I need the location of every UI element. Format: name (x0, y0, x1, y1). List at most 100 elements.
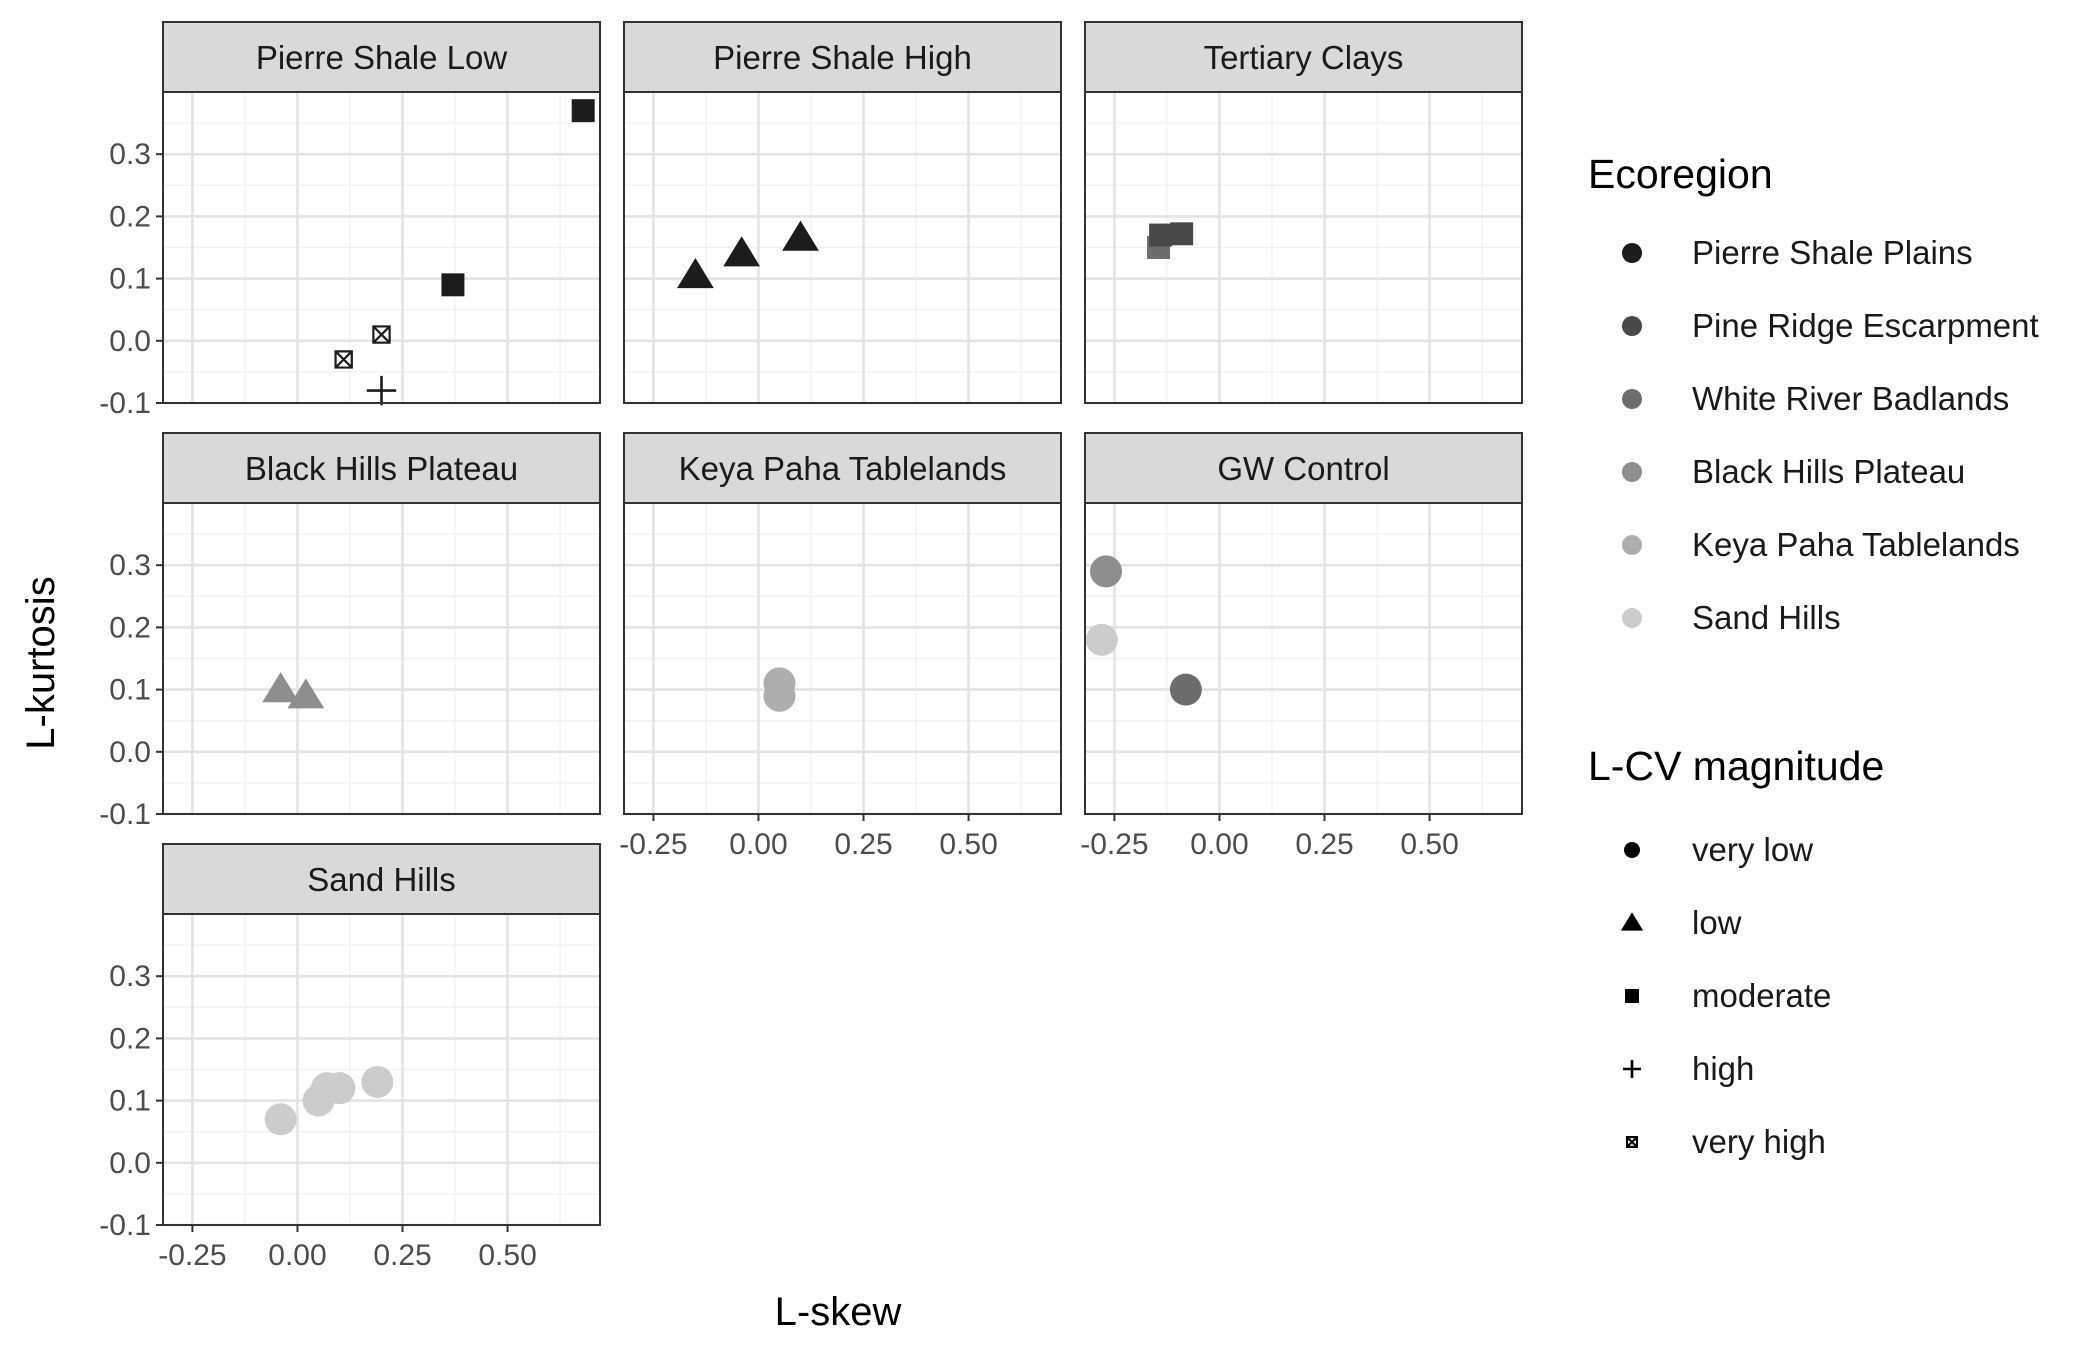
data-point-square (1170, 222, 1194, 246)
panel-border (1084, 502, 1523, 815)
facet-panel: Tertiary Clays (1084, 21, 1523, 405)
x-tick-label: -0.25 (158, 1239, 226, 1272)
y-tick-label: 0.3 (109, 960, 151, 993)
legend-key-ecoregion (1622, 389, 1642, 409)
facet-panel: Pierre Shale High (623, 21, 1062, 405)
ecoregion-legend-title: Ecoregion (1588, 151, 1773, 197)
lcv-legend-title: L-CV magnitude (1588, 743, 1884, 789)
facet-strip (623, 21, 1062, 93)
x-tick-label: 0.00 (268, 1239, 326, 1272)
data-point-triangle (677, 257, 714, 289)
legend-key-shape (1624, 842, 1640, 858)
facet-panel: Pierre Shale Low -0.1 0.0 0.1 0.2 0.3 (99, 21, 601, 420)
facet-panel: GW Control -0.25 0.00 0.25 0.50 (1080, 432, 1523, 861)
legend-label-ecoregion: Black Hills Plateau (1692, 453, 1965, 490)
legend-key-ecoregion (1622, 462, 1642, 482)
x-tick-label: 0.25 (1295, 828, 1353, 861)
y-tick-label: 0.3 (109, 138, 151, 171)
facet-strip-title: Black Hills Plateau (245, 450, 518, 487)
facet-strip-title: Sand Hills (307, 861, 456, 898)
y-axis-title: L-kurtosis (19, 576, 63, 749)
y-tick-label: -0.1 (99, 387, 151, 420)
legend-key-shape (1623, 1060, 1641, 1078)
legend-label-ecoregion: Pine Ridge Escarpment (1692, 307, 2039, 344)
legend-label-shape: very high (1692, 1123, 1826, 1160)
data-point-square (1149, 223, 1173, 247)
data-point-triangle (287, 678, 325, 709)
data-point-triangle (782, 220, 819, 251)
facet-strip (1084, 21, 1523, 93)
y-tick-label: 0.2 (109, 611, 151, 644)
legend-label-shape: moderate (1692, 977, 1831, 1014)
panel-border (162, 91, 601, 404)
facet-strip-title: GW Control (1217, 450, 1389, 487)
legend-key-shape (1620, 912, 1644, 931)
x-tick-label: 0.25 (834, 828, 892, 861)
facet-strip-title: Keya Paha Tablelands (679, 450, 1007, 487)
facet-panel: Sand Hills -0.1 0.0 0.1 0.2 0.3 -0.25 0.00 0.25 0… (99, 843, 601, 1272)
data-point-circle (1090, 555, 1123, 588)
y-tick-label: 0.0 (109, 325, 151, 358)
x-tick-label: 0.50 (939, 828, 997, 861)
ecoregion-legend: Ecoregion Pierre Shale Plains Pine Ridge … (1588, 151, 2039, 636)
legend-key-shape (1625, 989, 1639, 1003)
facet-strip (1084, 432, 1523, 504)
data-point-circle (1085, 623, 1118, 656)
panel-border (623, 502, 1062, 815)
legend-label-shape: high (1692, 1050, 1754, 1087)
y-tick-label: 0.1 (109, 263, 151, 296)
legend-label-shape: very low (1692, 831, 1813, 868)
legend-label-ecoregion: Pierre Shale Plains (1692, 234, 1973, 271)
data-point-circle (302, 1084, 335, 1117)
x-tick-label: 0.00 (1190, 828, 1248, 861)
data-point-circle (763, 679, 796, 712)
y-tick-label: 0.0 (109, 736, 151, 769)
x-tick-label: 0.00 (729, 828, 787, 861)
panel-border (623, 91, 1062, 404)
y-tick-label: -0.1 (99, 1209, 151, 1242)
legend-label-ecoregion: White River Badlands (1692, 380, 2009, 417)
data-point-triangle (723, 236, 761, 267)
data-point-square (441, 273, 465, 297)
facet-strip (162, 21, 601, 93)
y-tick-label: 0.3 (109, 549, 151, 582)
data-point-square-x (372, 325, 391, 344)
legend-key-ecoregion (1622, 608, 1642, 628)
facet-strip (623, 432, 1062, 504)
x-tick-label: -0.25 (1080, 828, 1148, 861)
panel-border (1084, 91, 1523, 404)
facet-strip-title: Pierre Shale High (713, 39, 972, 76)
y-tick-label: 0.2 (109, 1022, 151, 1055)
legend-key-ecoregion (1622, 316, 1642, 336)
panel-border (162, 502, 601, 815)
legend-label-shape: low (1692, 904, 1742, 941)
lcv-magnitude-legend: L-CV magnitude very low low moderate high ve… (1588, 743, 1884, 1160)
y-tick-label: 0.0 (109, 1147, 151, 1180)
legend-label-ecoregion: Sand Hills (1692, 599, 1841, 636)
legend-key-shape (1625, 1135, 1639, 1149)
facet-panel: Keya Paha Tablelands -0.25 0.00 0.25 0.50 (619, 432, 1062, 861)
x-tick-label: 0.50 (478, 1239, 536, 1272)
y-tick-label: 0.1 (109, 674, 151, 707)
y-tick-label: -0.1 (99, 798, 151, 831)
legend-key-ecoregion (1622, 243, 1642, 263)
x-tick-label: 0.50 (1400, 828, 1458, 861)
facet-panel: Black Hills Plateau -0.1 0.0 0.1 0.2 0.3 (99, 432, 601, 831)
panel-border (162, 913, 601, 1226)
data-point-circle (264, 1103, 297, 1136)
facet-strip (162, 432, 601, 504)
data-point-circle (1169, 673, 1202, 706)
data-point-triangle (262, 672, 300, 703)
facet-strip-title: Tertiary Clays (1204, 39, 1404, 76)
data-point-square-x (334, 350, 353, 369)
data-point-plus (366, 375, 397, 406)
legend-label-ecoregion: Keya Paha Tablelands (1692, 526, 2020, 563)
data-point-square (571, 99, 595, 123)
legend-key-ecoregion (1622, 535, 1642, 555)
data-point-circle (361, 1065, 394, 1098)
facet-strip (162, 843, 601, 915)
y-tick-label: 0.2 (109, 200, 151, 233)
x-tick-label: -0.25 (619, 828, 687, 861)
